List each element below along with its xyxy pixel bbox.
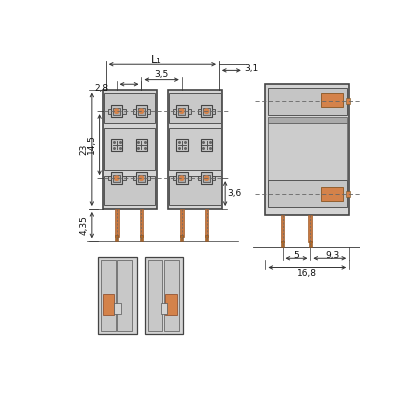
Bar [201, 173, 212, 184]
Bar [132, 176, 136, 180]
Bar [113, 175, 120, 182]
Text: 5: 5 [294, 251, 299, 260]
Bar [169, 93, 220, 123]
Bar [103, 294, 114, 315]
Bar [178, 108, 185, 115]
Bar [188, 109, 191, 113]
Bar [144, 257, 183, 334]
Text: 4,35: 4,35 [80, 215, 89, 235]
Bar [136, 173, 147, 184]
Bar [203, 175, 210, 182]
Bar [161, 303, 167, 314]
Bar [268, 117, 347, 123]
Circle shape [139, 109, 144, 113]
Text: 16,8: 16,8 [297, 269, 317, 278]
Circle shape [114, 109, 119, 113]
Bar [114, 303, 120, 314]
Bar [198, 109, 201, 113]
Bar [169, 128, 220, 171]
Text: 2,8: 2,8 [94, 84, 108, 93]
Text: 3,6: 3,6 [227, 189, 242, 198]
Bar [104, 176, 155, 205]
Text: 3,1: 3,1 [244, 64, 259, 73]
Circle shape [180, 109, 184, 113]
Bar [140, 235, 143, 241]
Bar [122, 109, 126, 113]
Bar [103, 89, 157, 209]
Circle shape [180, 176, 184, 180]
Bar [138, 108, 145, 115]
Bar [212, 109, 216, 113]
Bar [309, 241, 312, 247]
Bar [113, 108, 120, 115]
Bar [111, 106, 122, 117]
Bar [201, 139, 212, 151]
Bar [118, 260, 132, 331]
Bar [115, 209, 118, 237]
Bar [140, 209, 143, 237]
Bar [180, 235, 183, 241]
Bar [166, 294, 177, 315]
Bar [98, 257, 137, 334]
Bar [205, 235, 208, 241]
Bar [132, 109, 136, 113]
Bar [268, 123, 347, 180]
Text: 23: 23 [80, 143, 89, 154]
Bar [266, 84, 349, 215]
Bar [178, 175, 185, 182]
Bar [212, 176, 216, 180]
Bar [268, 88, 347, 115]
Circle shape [139, 176, 144, 180]
Bar [188, 176, 191, 180]
Bar [176, 139, 188, 151]
Bar [169, 176, 220, 205]
Bar [136, 106, 147, 117]
Text: 3,5: 3,5 [154, 71, 169, 80]
Bar [180, 209, 184, 237]
Bar [268, 180, 347, 207]
Text: 9,3: 9,3 [326, 251, 340, 260]
Bar [104, 93, 155, 123]
Bar [104, 128, 155, 171]
Bar [308, 215, 312, 242]
Bar [176, 106, 188, 117]
Bar [198, 176, 201, 180]
Circle shape [204, 176, 209, 180]
Bar [148, 260, 162, 331]
Bar [108, 109, 111, 113]
Bar [281, 241, 284, 247]
Bar [205, 209, 208, 237]
Bar [138, 175, 145, 182]
Bar [280, 215, 284, 242]
Bar [115, 235, 118, 241]
Text: L₁: L₁ [151, 55, 162, 65]
Bar [173, 109, 176, 113]
Bar [346, 191, 350, 197]
Bar [168, 89, 222, 209]
Circle shape [204, 109, 209, 113]
Text: 14,5: 14,5 [87, 134, 96, 154]
Bar [136, 139, 147, 151]
Bar [147, 109, 150, 113]
Bar [111, 139, 122, 151]
Bar [147, 176, 150, 180]
Bar [201, 106, 212, 117]
Bar [108, 176, 111, 180]
Circle shape [114, 176, 119, 180]
Bar [101, 260, 116, 331]
Bar [321, 187, 343, 201]
Bar [321, 93, 343, 107]
Bar [346, 98, 350, 104]
Bar [173, 176, 176, 180]
Bar [164, 260, 179, 331]
Bar [122, 176, 126, 180]
Bar [111, 173, 122, 184]
Bar [176, 173, 188, 184]
Bar [203, 108, 210, 115]
